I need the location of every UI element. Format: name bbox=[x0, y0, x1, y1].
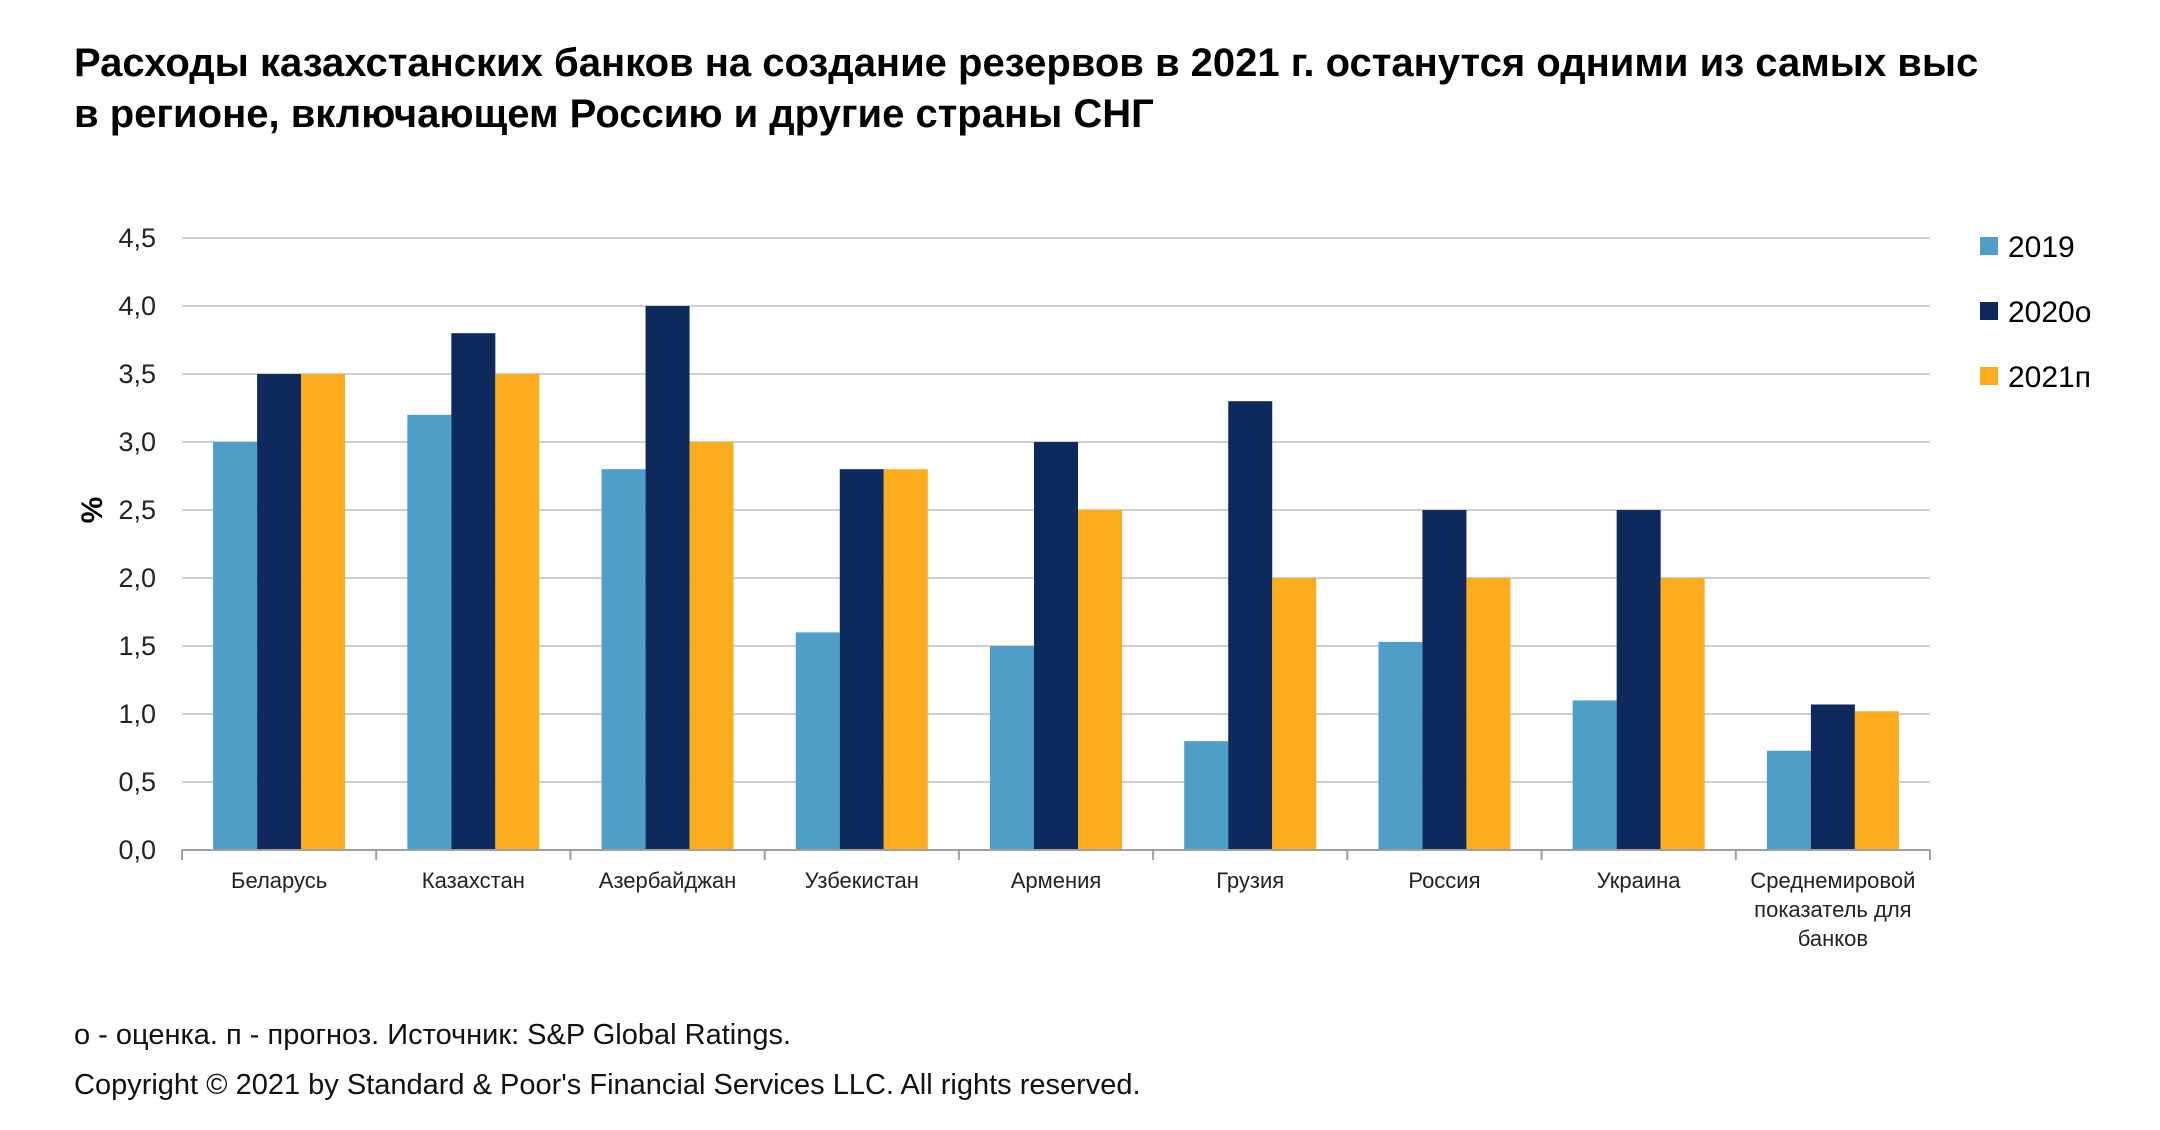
x-category-label: банков bbox=[1798, 926, 1868, 951]
bar-3-4 bbox=[883, 469, 928, 850]
bar-1-9 bbox=[1766, 750, 1811, 850]
bar-3-7 bbox=[1466, 578, 1511, 850]
bar-2-8 bbox=[1616, 510, 1661, 850]
bar-3-6 bbox=[1272, 578, 1317, 850]
legend: 2019 2020о 2021п bbox=[1980, 231, 2091, 394]
y-tick-label: 0,0 bbox=[118, 835, 156, 865]
bar-series bbox=[213, 306, 1899, 850]
legend-label: 2020о bbox=[2008, 296, 2091, 329]
x-category-label: показатель для bbox=[1754, 897, 1911, 922]
legend-label: 2019 bbox=[2008, 231, 2075, 264]
bar-2-7 bbox=[1422, 510, 1467, 850]
x-category-label: Казахстан bbox=[422, 868, 525, 893]
footer: о - оценка. п - прогноз. Источник: S&P G… bbox=[74, 1010, 1141, 1110]
x-category-label: Грузия bbox=[1216, 868, 1284, 893]
x-category-label: Среднемировой bbox=[1750, 868, 1915, 893]
bar-3-9 bbox=[1854, 711, 1899, 850]
x-category-label: Украина bbox=[1597, 868, 1682, 893]
x-category-label: Узбекистан bbox=[805, 868, 919, 893]
x-axis-categories: Беларусь Казахстан Азербайджан Узбекистан Ар… bbox=[231, 868, 1915, 951]
y-tick-label: 2,0 bbox=[118, 563, 156, 593]
bar-1-4 bbox=[795, 632, 840, 850]
bar-2-1 bbox=[257, 374, 302, 850]
bar-1-6 bbox=[1184, 741, 1229, 850]
legend-swatch bbox=[1980, 237, 1998, 255]
y-axis-label: % bbox=[76, 497, 109, 524]
x-category-label: Россия bbox=[1408, 868, 1480, 893]
bar-2-9 bbox=[1810, 704, 1855, 850]
y-tick-label: 1,0 bbox=[118, 699, 156, 729]
bar-1-1 bbox=[213, 442, 258, 850]
x-category-label: Азербайджан bbox=[599, 868, 737, 893]
chart-title-line-1: Расходы казахстанских банков на создание… bbox=[74, 41, 1979, 85]
y-axis-ticks: 0,0 0,5 1,0 1,5 2,0 2,5 3,0 3,5 4,0 4,5 bbox=[118, 223, 156, 865]
y-tick-label: 3,0 bbox=[118, 427, 156, 457]
bar-1-3 bbox=[601, 469, 646, 850]
bar-3-5 bbox=[1078, 510, 1122, 850]
bar-2-5 bbox=[1034, 442, 1078, 850]
bar-2-4 bbox=[839, 469, 884, 850]
y-tick-label: 4,5 bbox=[118, 223, 156, 253]
y-tick-label: 2,5 bbox=[118, 495, 156, 525]
bar-3-8 bbox=[1660, 578, 1705, 850]
bar-chart: 0,0 0,5 1,0 1,5 2,0 2,5 3,0 3,5 4,0 4,5 % Беларус… bbox=[76, 223, 2091, 951]
y-tick-label: 1,5 bbox=[118, 631, 156, 661]
y-tick-label: 0,5 bbox=[118, 767, 156, 797]
bar-1-7 bbox=[1378, 641, 1423, 850]
chart-title: Расходы казахстанских банков на создание… bbox=[74, 38, 2154, 140]
bar-3-2 bbox=[495, 374, 540, 850]
bar-3-3 bbox=[689, 442, 734, 850]
bar-1-5 bbox=[990, 646, 1034, 850]
bar-1-2 bbox=[407, 414, 452, 850]
y-tick-label: 3,5 bbox=[118, 359, 156, 389]
bar-2-2 bbox=[451, 333, 496, 850]
source-note: о - оценка. п - прогноз. Источник: S&P G… bbox=[74, 1019, 792, 1051]
bar-3-1 bbox=[301, 374, 346, 850]
y-tick-label: 4,0 bbox=[118, 291, 156, 321]
legend-label: 2021п bbox=[2008, 361, 2091, 394]
chart-title-line-2: в регионе, включающем Россию и другие ст… bbox=[74, 92, 1154, 136]
legend-swatch bbox=[1980, 367, 1998, 385]
bar-2-3 bbox=[645, 306, 690, 850]
bar-2-6 bbox=[1228, 401, 1273, 850]
x-category-label: Беларусь bbox=[231, 868, 327, 893]
bar-1-8 bbox=[1572, 700, 1617, 850]
x-category-label: Армения bbox=[1011, 868, 1102, 893]
x-axis bbox=[181, 849, 1931, 860]
copyright-notice: Copyright © 2021 by Standard & Poor's Fi… bbox=[74, 1069, 1141, 1101]
legend-swatch bbox=[1980, 302, 1998, 320]
